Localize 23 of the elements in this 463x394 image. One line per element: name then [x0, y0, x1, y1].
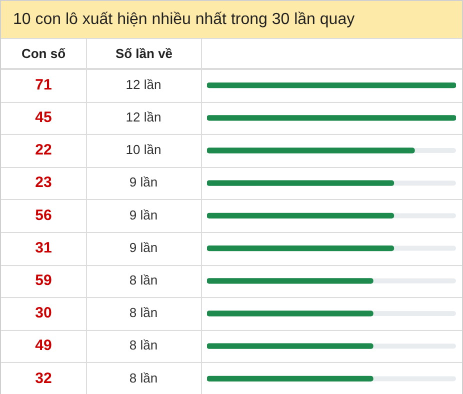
y-tick-label: 59	[35, 272, 52, 290]
data-label: 8 lần	[129, 370, 158, 386]
data-label: 10 lần	[126, 142, 162, 158]
data-label: 12 lần	[126, 76, 162, 92]
y-tick-label: 45	[35, 109, 52, 126]
data-label: 9 lần	[129, 207, 158, 222]
y-tick-label: 30	[35, 304, 52, 322]
y-tick-label: 32	[35, 370, 52, 387]
data-label: 9 lần	[129, 174, 158, 190]
data-label: 8 lần	[129, 272, 158, 288]
y-axis-title: Con số	[1, 39, 87, 68]
data-label: 9 lần	[129, 240, 158, 255]
y-tick-label: 23	[35, 174, 52, 192]
y-tick-label: 31	[35, 239, 52, 256]
data-label: 12 lần	[126, 109, 162, 124]
data-label: 8 lần	[129, 338, 158, 353]
y-tick-label: 49	[35, 337, 52, 354]
y-tick-label: 71	[35, 76, 52, 94]
x-axis-title: Số lần về	[87, 39, 202, 68]
y-tick-label: 22	[35, 142, 52, 159]
y-tick-label: 56	[35, 206, 52, 224]
data-label: 8 lần	[129, 305, 158, 320]
chart-title: 10 con lô xuất hiện nhiều nhất trong 30 lần quay	[1, 1, 462, 39]
